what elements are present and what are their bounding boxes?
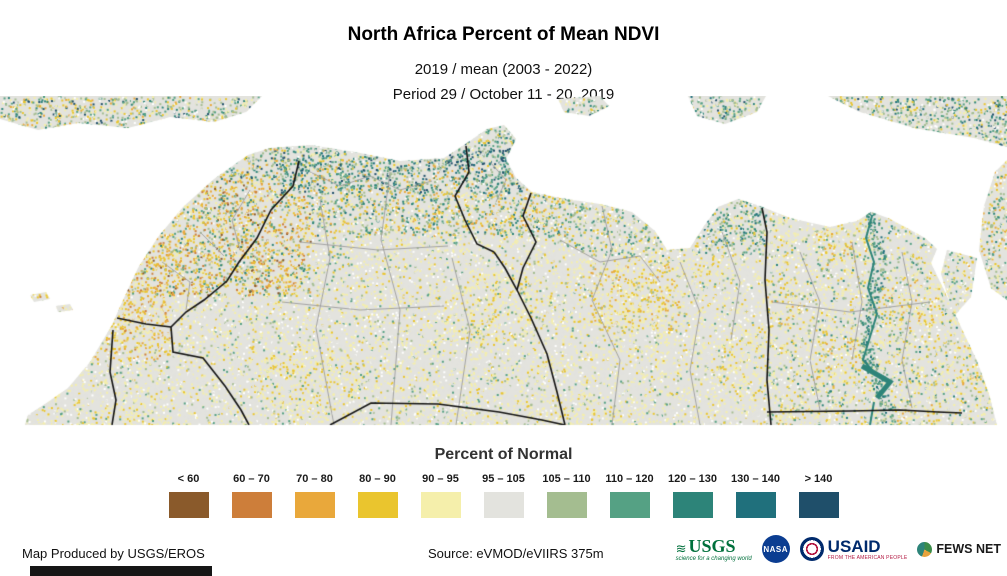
legend-class-swatch (168, 492, 209, 518)
legend-class-swatch (420, 492, 461, 518)
legend-class-swatch (546, 492, 587, 518)
map-subtitle-period-mean: 2019 / mean (2003 - 2022) (414, 61, 593, 78)
credit-text: Map Produced by USGS/EROS (22, 546, 205, 561)
nasa-logo-text: NASA (763, 544, 788, 554)
legend-class-item: 130 – 140 (731, 473, 780, 518)
legend-class-label: 60 – 70 (233, 473, 270, 485)
legend-class-item: > 140 (798, 473, 839, 518)
legend-class-label: > 140 (804, 473, 833, 485)
legend-class-label: 110 – 120 (605, 473, 654, 485)
legend-class-item: 70 – 80 (294, 473, 335, 518)
legend-class-swatch (483, 492, 524, 518)
legend-class-label: 80 – 90 (359, 473, 396, 485)
legend-class-swatch (672, 492, 713, 518)
map-title: North Africa Percent of Mean NDVI (347, 24, 660, 45)
legend-class-label: < 60 (177, 473, 200, 485)
legend-class-swatch (609, 492, 650, 518)
usgs-logo-text: USGS (688, 535, 736, 556)
legend-class-item: 105 – 110 (542, 473, 591, 518)
source-text: Source: eVMOD/eVIIRS 375m (428, 546, 604, 561)
legend-class-label: 120 – 130 (668, 473, 717, 485)
legend-title: Percent of Normal (434, 446, 573, 463)
legend-class-item: 60 – 70 (231, 473, 272, 518)
ndvi-map-canvas (0, 96, 1007, 426)
usaid-tagline: FROM THE AMERICAN PEOPLE (827, 554, 908, 561)
legend-class-item: 95 – 105 (482, 473, 525, 518)
usgs-tagline: science for a changing world (675, 555, 752, 562)
legend-class-label: 90 – 95 (422, 473, 459, 485)
legend: < 60 60 – 70 70 – 80 80 – 90 90 – 95 95 … (0, 473, 1007, 518)
legend-class-label: 95 – 105 (482, 473, 525, 485)
usgs-wave-icon: ≋ (675, 540, 687, 556)
bottom-bar-fragment (30, 566, 212, 576)
usaid-emblem-icon (799, 537, 824, 561)
fewsnet-globe-icon (917, 541, 933, 557)
legend-class-label: 105 – 110 (542, 473, 591, 485)
logo-strip: ≋ USGS science for a changing world NASA… (676, 533, 1001, 565)
legend-class-swatch (231, 492, 272, 518)
legend-class-swatch (357, 492, 398, 518)
legend-class-item: 80 – 90 (357, 473, 398, 518)
legend-class-item: < 60 (168, 473, 209, 518)
fewsnet-logo: FEWS NET (917, 541, 1001, 557)
legend-class-swatch (294, 492, 335, 518)
legend-class-item: 110 – 120 (605, 473, 654, 518)
legend-class-swatch (798, 492, 839, 518)
usaid-logo-text: USAID (827, 536, 881, 556)
legend-class-item: 90 – 95 (420, 473, 461, 518)
usaid-logo: USAID FROM THE AMERICAN PEOPLE (799, 536, 908, 561)
legend-class-item: 120 – 130 (668, 473, 717, 518)
legend-class-label: 130 – 140 (731, 473, 780, 485)
nasa-logo: NASA (761, 535, 790, 563)
usgs-logo: ≋ USGS science for a changing world (676, 537, 752, 562)
legend-class-swatch (735, 492, 776, 518)
legend-class-label: 70 – 80 (296, 473, 333, 485)
fewsnet-logo-text: FEWS NET (936, 542, 1001, 556)
